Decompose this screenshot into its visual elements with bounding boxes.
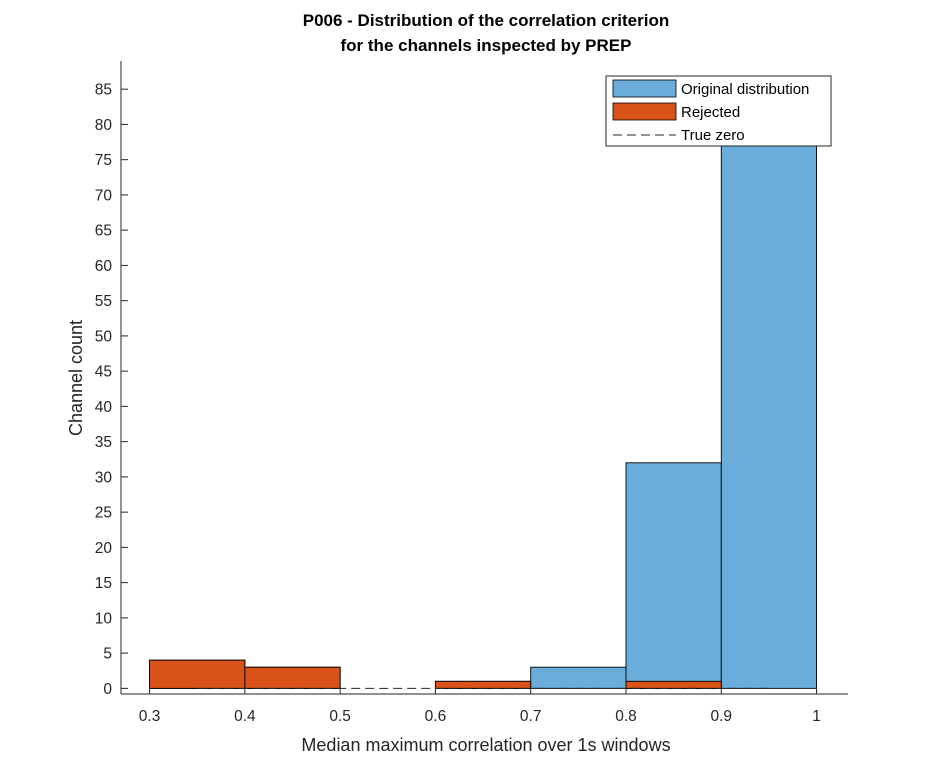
y-tick-label: 20 (95, 540, 113, 557)
y-tick-label: 5 (103, 646, 112, 663)
y-tick-label: 10 (95, 610, 113, 627)
original-bar-5 (625, 462, 722, 689)
original-distribution-bars (149, 145, 818, 689)
y-tick-label: 0 (103, 681, 112, 698)
original-bar-6 (720, 145, 818, 689)
original-bar-4 (530, 666, 627, 689)
y-tick-label: 70 (95, 187, 113, 204)
x-tick-label: 0.8 (615, 708, 637, 725)
y-tick-labels: 0 5 10 15 20 25 30 35 40 45 50 55 60 65 70 75 80 85 (95, 82, 113, 698)
chart-title-line1: P006 - Distribution of the correlation c… (303, 11, 670, 30)
y-tick-label: 85 (95, 82, 112, 99)
x-tick-label: 0.5 (329, 708, 351, 725)
axes (120, 61, 848, 695)
x-tick-label: 0.9 (710, 708, 732, 725)
x-tick-label: 0.7 (520, 708, 542, 725)
y-tick-label: 55 (95, 293, 112, 310)
y-tick-label: 45 (95, 364, 112, 381)
y-tick-label: 65 (95, 223, 112, 240)
legend-swatch-rejected (612, 102, 677, 121)
y-tick-label: 75 (95, 152, 112, 169)
legend-label-rejected: Rejected (681, 104, 740, 121)
rejected-bars (149, 659, 722, 689)
x-tick-label: 1 (812, 708, 821, 725)
y-tick-label: 80 (95, 117, 113, 134)
y-tick-label: 15 (95, 575, 112, 592)
y-tick-label: 30 (95, 469, 113, 486)
rejected-bar-5 (625, 680, 722, 689)
y-tick-label: 60 (95, 258, 113, 275)
chart-title-line2: for the channels inspected by PREP (341, 36, 632, 55)
y-tick-label: 25 (95, 505, 112, 522)
y-tick-label: 35 (95, 434, 112, 451)
chart-title: P006 - Distribution of the correlation c… (303, 11, 670, 55)
rejected-bar-0 (149, 659, 246, 689)
x-tick-labels: 0.3 0.4 0.5 0.6 0.7 0.8 0.9 1 (139, 708, 821, 725)
y-tick-label: 40 (95, 399, 113, 416)
legend-label-true-zero: True zero (681, 127, 745, 144)
legend: Original distribution Rejected True zero (605, 75, 832, 147)
y-tick-label: 50 (95, 328, 113, 345)
x-tick-label: 0.3 (139, 708, 161, 725)
x-tick-label: 0.6 (425, 708, 447, 725)
rejected-bar-3 (434, 680, 532, 689)
rejected-bar-1 (244, 666, 341, 689)
x-tick-label: 0.4 (234, 708, 256, 725)
y-axis-label: Channel count (66, 320, 86, 436)
legend-swatch-original (612, 79, 677, 98)
x-axis-label: Median maximum correlation over 1s windo… (301, 735, 670, 755)
legend-label-original: Original distribution (681, 81, 809, 98)
